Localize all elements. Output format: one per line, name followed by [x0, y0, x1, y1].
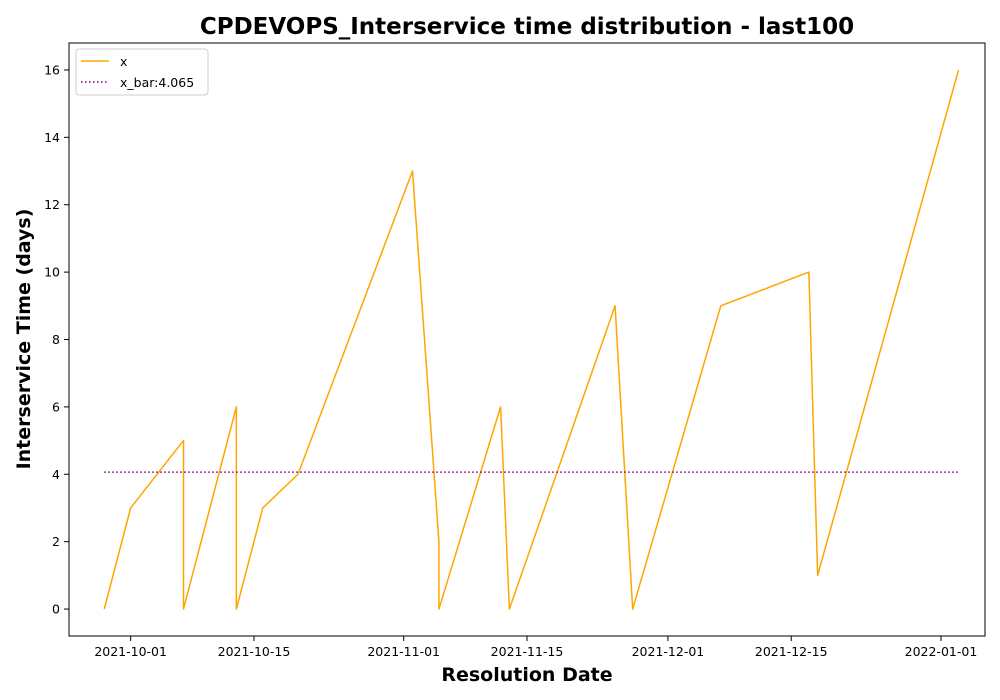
- y-axis-label: Interservice Time (days): [13, 209, 35, 470]
- y-tick-label: 0: [52, 602, 60, 617]
- x-tick-label: 2022-01-01: [905, 644, 978, 659]
- x-tick-label: 2021-12-01: [632, 644, 705, 659]
- x-tick-label: 2021-11-15: [491, 644, 564, 659]
- y-tick-label: 12: [44, 197, 60, 212]
- y-tick-label: 14: [44, 130, 60, 145]
- legend: x x_bar:4.065: [75, 48, 209, 96]
- legend-label-x: x: [120, 54, 127, 69]
- x-tick-label: 2021-10-01: [94, 644, 167, 659]
- x-tick-label: 2021-11-01: [367, 644, 440, 659]
- chart-title: CPDEVOPS_Interservice time distribution …: [200, 14, 854, 40]
- x-axis: 2021-10-01 2021-10-15 2021-11-01 2021-11-15…: [94, 636, 977, 659]
- y-tick-label: 4: [52, 467, 60, 482]
- y-tick-label: 6: [52, 399, 60, 414]
- series-group: [103, 69, 960, 610]
- series-line-x: [103, 69, 960, 610]
- x-tick-label: 2021-10-15: [218, 644, 291, 659]
- x-axis-label: Resolution Date: [441, 664, 612, 686]
- y-tick-label: 2: [52, 534, 60, 549]
- legend-label-x-bar: x_bar:4.065: [120, 75, 194, 90]
- plot-area: [68, 42, 986, 637]
- y-tick-label: 8: [52, 332, 60, 347]
- y-tick-label: 10: [44, 265, 60, 280]
- y-axis: 0 2 4 6 8 10 12 14 16: [44, 62, 69, 617]
- y-tick-label: 16: [44, 62, 60, 77]
- x-tick-label: 2021-12-15: [755, 644, 828, 659]
